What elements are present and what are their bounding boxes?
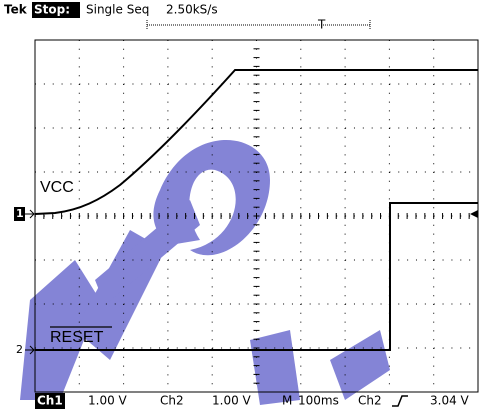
ch2-arrow bbox=[25, 345, 35, 355]
ch2-trace bbox=[35, 202, 478, 351]
mode: Single Seq bbox=[86, 3, 149, 17]
ch1-scale: 1.00 V bbox=[88, 394, 128, 408]
timebase-prefix: M bbox=[282, 394, 292, 408]
sample-rate: 2.50kS/s bbox=[166, 3, 218, 17]
reset-label: RESET bbox=[50, 329, 104, 346]
trigger-level-arrow bbox=[470, 210, 478, 218]
ch1-arrow bbox=[25, 209, 35, 219]
vcc-label: VCC bbox=[40, 179, 74, 196]
trigger-level: 3.04 V bbox=[430, 394, 470, 408]
ch2: Ch2 bbox=[160, 394, 184, 408]
watermark bbox=[20, 140, 390, 405]
ch2-marker: 2 bbox=[16, 343, 23, 356]
ch1: Ch1 bbox=[37, 394, 63, 408]
brand: Tek bbox=[4, 3, 28, 17]
state-box bbox=[32, 2, 80, 18]
state: Stop: bbox=[34, 3, 70, 17]
ch1-marker: 1 bbox=[16, 207, 24, 220]
ch1-box bbox=[35, 393, 65, 409]
record-bracket bbox=[146, 20, 371, 30]
trigger-marker: T bbox=[317, 18, 326, 32]
trigger-slope bbox=[392, 395, 408, 407]
ch1-marker-box bbox=[14, 207, 25, 221]
ch2-scale: 1.00 V bbox=[212, 394, 252, 408]
trigger-source: Ch2 bbox=[358, 394, 382, 408]
ch1-trace bbox=[34, 69, 478, 215]
timebase: 100ms bbox=[298, 394, 339, 408]
